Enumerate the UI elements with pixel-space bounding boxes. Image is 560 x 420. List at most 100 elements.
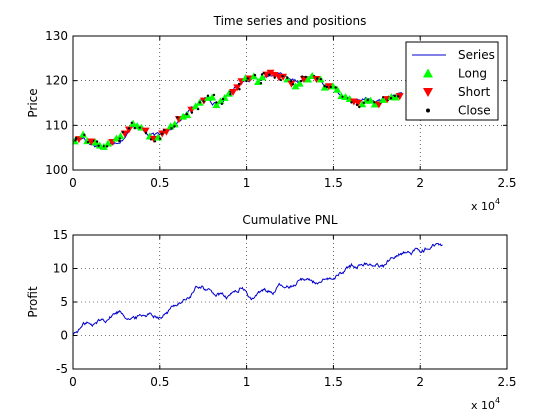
y-tick-label: 10 <box>53 262 68 276</box>
short-marker <box>233 84 242 92</box>
x-tick-label: 2.5 <box>497 375 516 389</box>
y-axis-label: Price <box>26 88 40 117</box>
close-marker <box>159 137 162 140</box>
close-marker <box>273 76 276 79</box>
close-marker <box>237 82 241 86</box>
long-marker <box>104 139 113 147</box>
close-marker <box>74 136 78 140</box>
short-marker <box>312 75 321 83</box>
short-marker <box>324 83 333 91</box>
close-marker <box>105 145 109 148</box>
close-marker <box>315 77 319 80</box>
close-marker <box>185 112 189 116</box>
close-marker <box>229 93 232 96</box>
close-marker <box>83 133 86 137</box>
long-marker <box>366 96 375 104</box>
long-marker <box>258 73 267 81</box>
close-marker <box>389 96 393 100</box>
close-marker <box>118 137 122 140</box>
close-marker <box>246 77 249 80</box>
close-marker <box>262 72 265 75</box>
short-marker <box>395 93 404 101</box>
x-exponent-power: 4 <box>495 396 500 405</box>
long-marker <box>291 82 300 90</box>
close-marker <box>304 75 307 79</box>
y-tick-label: 110 <box>45 118 68 132</box>
close-marker <box>325 85 329 89</box>
close-marker <box>162 128 166 132</box>
x-tick-label: 1 <box>243 176 251 190</box>
axes-frame <box>72 35 508 171</box>
y-axis-label: Profit <box>26 286 40 318</box>
chart-title: Cumulative PNL <box>242 213 338 227</box>
close-marker <box>268 73 271 76</box>
close-marker <box>301 75 304 78</box>
close-marker <box>260 73 264 76</box>
y-tick-label: 5 <box>60 295 68 309</box>
long-marker <box>295 79 304 87</box>
close-marker <box>350 101 353 104</box>
close-marker <box>138 126 141 129</box>
close-marker <box>323 84 326 88</box>
price-chart: 0 0.5 1 1.5 2 2.5 100 110 120 130 x 104 Time series… <box>26 14 517 213</box>
long-marker <box>358 100 367 108</box>
close-marker <box>238 88 241 91</box>
close-marker <box>95 140 99 143</box>
close-marker <box>127 127 131 130</box>
data-layer <box>73 242 443 336</box>
y-tick-label: 0 <box>60 329 68 343</box>
legend-swatch-long <box>423 68 433 78</box>
close-marker <box>190 111 194 114</box>
close-marker <box>160 132 164 135</box>
close-marker <box>355 103 359 106</box>
long-marker <box>249 72 258 80</box>
legend-swatch-short <box>423 88 433 97</box>
close-marker <box>334 86 337 89</box>
x-tick-label: 1.5 <box>324 176 343 190</box>
y-tick-label: 130 <box>45 29 68 43</box>
long-marker <box>170 120 179 128</box>
close-marker <box>215 101 218 104</box>
long-marker <box>91 138 100 146</box>
x-tick-label: 0 <box>69 375 77 389</box>
long-marker <box>83 137 92 145</box>
x-exponent-power: 4 <box>495 197 500 206</box>
x-tick-label: 0 <box>69 176 77 190</box>
close-marker <box>176 116 179 119</box>
close-marker <box>291 83 295 86</box>
legend-label: Long <box>458 67 487 81</box>
close-marker <box>212 93 216 97</box>
legend-label: Close <box>458 104 491 118</box>
x-tick-label: 1.5 <box>324 375 343 389</box>
close-marker <box>173 125 176 128</box>
close-marker <box>397 95 400 98</box>
x-tick-label: 2.5 <box>497 176 516 190</box>
close-marker <box>289 80 293 83</box>
long-marker <box>129 119 138 127</box>
close-marker <box>133 126 137 130</box>
close-marker <box>253 73 257 77</box>
chart-title: Time series and positions <box>213 14 367 28</box>
close-marker <box>286 76 289 80</box>
x-tick-label: 2 <box>416 375 424 389</box>
x-tick-label: 1 <box>243 375 251 389</box>
y-tick-label: -5 <box>56 362 68 376</box>
x-tick-label: 0.5 <box>150 176 169 190</box>
short-marker <box>141 127 150 135</box>
legend-label: Series <box>458 48 495 62</box>
short-marker <box>287 80 296 88</box>
long-marker <box>370 100 379 108</box>
close-marker <box>206 94 210 98</box>
x-exponent-label: x 104 <box>471 396 500 412</box>
close-marker <box>221 97 225 101</box>
long-marker <box>304 75 313 83</box>
long-marker <box>208 93 217 101</box>
long-marker <box>191 102 200 110</box>
long-marker <box>212 101 221 109</box>
close-marker <box>198 101 202 104</box>
close-marker <box>86 140 90 144</box>
legend-label: Short <box>458 85 490 99</box>
long-marker <box>79 130 88 138</box>
legend-swatch-close <box>426 108 430 113</box>
